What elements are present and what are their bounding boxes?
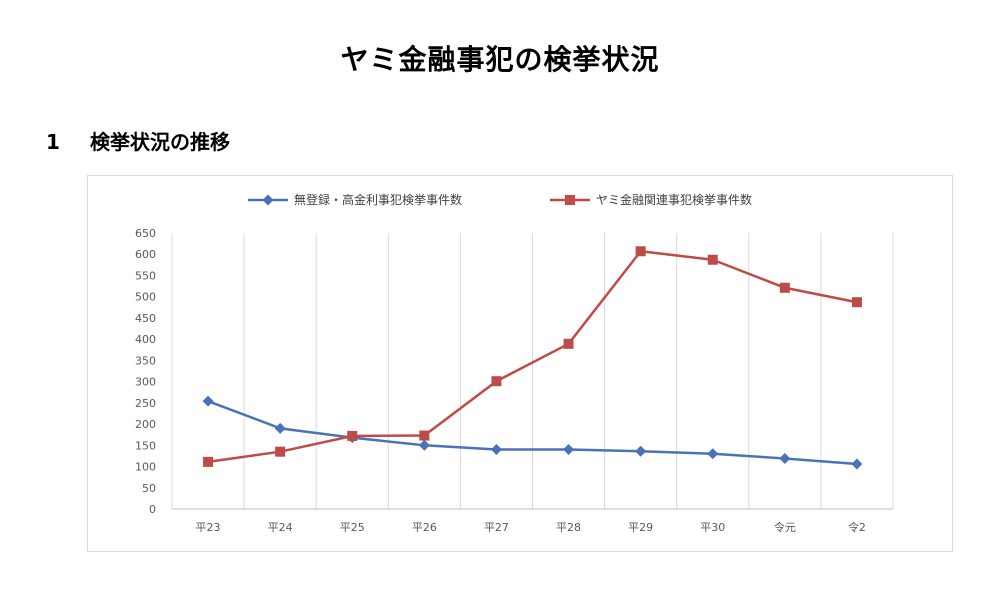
legend-item-2: ヤミ金融関連事犯検挙事件数	[550, 192, 752, 207]
legend-item-1: 無登録・高金利事犯検挙事件数	[248, 192, 462, 207]
data-point-diamond	[851, 458, 863, 470]
chart-gridlines	[171, 233, 894, 509]
series-2	[203, 246, 862, 467]
data-point-diamond	[418, 439, 430, 451]
series-line	[207, 250, 858, 464]
x-tick-label: 令元	[774, 520, 796, 534]
x-tick-label: 平29	[628, 521, 653, 534]
y-tick-label: 400	[135, 333, 156, 346]
y-tick-label: 200	[135, 418, 156, 431]
x-axis: 平23 平24 平25 平26 平27 平28 平29 平30 令元 令2	[172, 508, 893, 534]
x-tick-label: 平24	[268, 521, 293, 534]
y-tick-label: 650	[135, 227, 156, 240]
y-tick-label: 600	[135, 248, 156, 261]
data-point-square	[851, 297, 862, 308]
x-tick-label: 平26	[412, 521, 437, 534]
chart-series	[202, 246, 863, 470]
chart-legend: 無登録・高金利事犯検挙事件数 ヤミ金融関連事犯検挙事件数	[248, 192, 752, 207]
series-line	[207, 399, 858, 466]
data-point-square	[491, 376, 502, 387]
data-point-square	[707, 254, 718, 265]
data-point-diamond	[635, 445, 647, 457]
data-point-diamond	[262, 194, 274, 206]
x-tick-label: 平30	[700, 521, 725, 534]
y-tick-label: 50	[142, 482, 156, 495]
data-point-square	[275, 446, 286, 457]
data-point-diamond	[563, 444, 575, 456]
page-title: ヤミ金融事犯の検挙状況	[340, 43, 660, 76]
data-point-square	[347, 430, 358, 441]
chart-frame: 無登録・高金利事犯検挙事件数 ヤミ金融関連事犯検挙事件数 0 50 100 150 200…	[87, 175, 953, 552]
y-tick-label: 250	[135, 397, 156, 410]
line-chart: 無登録・高金利事犯検挙事件数 ヤミ金融関連事犯検挙事件数 0 50 100 150 200…	[135, 192, 894, 534]
y-axis: 0 50 100 150 200 250 300 350 400 450 500 550 600 650	[135, 227, 156, 516]
data-point-diamond	[707, 448, 719, 460]
data-point-square	[203, 456, 214, 467]
data-point-diamond	[202, 395, 214, 407]
data-point-square	[419, 430, 430, 441]
y-tick-label: 300	[135, 376, 156, 389]
legend-label: ヤミ金融関連事犯検挙事件数	[596, 192, 752, 207]
y-tick-label: 150	[135, 439, 156, 452]
x-tick-label: 平27	[484, 521, 509, 534]
x-tick-label: 令2	[848, 520, 866, 534]
x-tick-label: 平23	[196, 521, 221, 534]
data-point-square	[565, 195, 575, 205]
data-point-square	[635, 246, 646, 257]
y-tick-label: 450	[135, 312, 156, 325]
data-point-square	[563, 338, 574, 349]
section-title: 検挙状況の推移	[90, 130, 230, 154]
data-point-diamond	[490, 444, 502, 456]
data-point-diamond	[274, 422, 286, 434]
section-number: 1	[46, 130, 60, 154]
y-tick-label: 500	[135, 291, 156, 304]
legend-label: 無登録・高金利事犯検挙事件数	[294, 192, 462, 207]
x-tick-label: 平28	[556, 521, 581, 534]
x-tick-label: 平25	[340, 521, 365, 534]
data-point-diamond	[779, 452, 791, 464]
data-point-square	[779, 282, 790, 293]
y-tick-label: 550	[135, 269, 156, 282]
section-heading: 1 検挙状況の推移	[46, 126, 230, 155]
y-tick-label: 350	[135, 354, 156, 367]
y-tick-label: 0	[149, 503, 156, 516]
y-tick-label: 100	[135, 461, 156, 474]
